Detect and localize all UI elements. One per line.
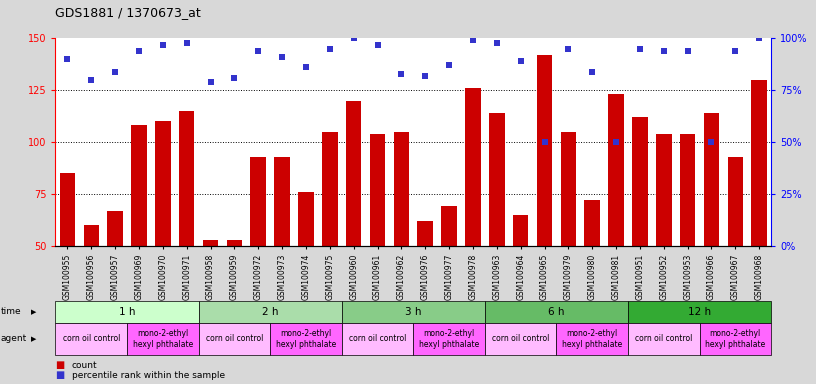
- Text: GDS1881 / 1370673_at: GDS1881 / 1370673_at: [55, 6, 202, 19]
- Bar: [274, 157, 290, 246]
- Bar: [561, 132, 576, 246]
- Text: mono-2-ethyl
hexyl phthalate: mono-2-ethyl hexyl phthalate: [705, 329, 765, 349]
- Bar: [108, 210, 123, 246]
- Text: count: count: [72, 361, 97, 370]
- Bar: [608, 94, 623, 246]
- Bar: [131, 126, 147, 246]
- Bar: [155, 121, 171, 246]
- Text: mono-2-ethyl
hexyl phthalate: mono-2-ethyl hexyl phthalate: [133, 329, 193, 349]
- Text: mono-2-ethyl
hexyl phthalate: mono-2-ethyl hexyl phthalate: [562, 329, 623, 349]
- Bar: [703, 113, 719, 246]
- Bar: [179, 111, 194, 246]
- Bar: [632, 117, 648, 246]
- Text: corn oil control: corn oil control: [635, 334, 693, 343]
- Text: 6 h: 6 h: [548, 307, 565, 317]
- Bar: [298, 192, 313, 246]
- Bar: [251, 157, 266, 246]
- Text: mono-2-ethyl
hexyl phthalate: mono-2-ethyl hexyl phthalate: [276, 329, 336, 349]
- Bar: [418, 221, 433, 246]
- Text: ▶: ▶: [31, 336, 37, 342]
- Bar: [752, 80, 767, 246]
- Bar: [370, 134, 385, 246]
- Text: corn oil control: corn oil control: [492, 334, 549, 343]
- Text: corn oil control: corn oil control: [63, 334, 120, 343]
- Bar: [513, 215, 529, 246]
- Bar: [680, 134, 695, 246]
- Bar: [83, 225, 99, 246]
- Bar: [537, 55, 552, 246]
- Text: 1 h: 1 h: [119, 307, 135, 317]
- Text: ■: ■: [55, 360, 64, 370]
- Bar: [393, 132, 409, 246]
- Bar: [465, 88, 481, 246]
- Bar: [60, 173, 75, 246]
- Text: ▶: ▶: [31, 309, 37, 315]
- Bar: [322, 132, 338, 246]
- Bar: [346, 101, 361, 246]
- Text: time: time: [1, 308, 21, 316]
- Text: percentile rank within the sample: percentile rank within the sample: [72, 371, 225, 380]
- Bar: [584, 200, 600, 246]
- Bar: [203, 240, 219, 246]
- Text: 2 h: 2 h: [262, 307, 278, 317]
- Text: corn oil control: corn oil control: [348, 334, 406, 343]
- Bar: [441, 206, 457, 246]
- Text: agent: agent: [1, 334, 27, 343]
- Text: ■: ■: [55, 370, 64, 381]
- Text: 12 h: 12 h: [688, 307, 711, 317]
- Text: corn oil control: corn oil control: [206, 334, 263, 343]
- Bar: [227, 240, 242, 246]
- Bar: [656, 134, 672, 246]
- Bar: [489, 113, 504, 246]
- Text: mono-2-ethyl
hexyl phthalate: mono-2-ethyl hexyl phthalate: [419, 329, 479, 349]
- Bar: [728, 157, 743, 246]
- Text: 3 h: 3 h: [405, 307, 422, 317]
